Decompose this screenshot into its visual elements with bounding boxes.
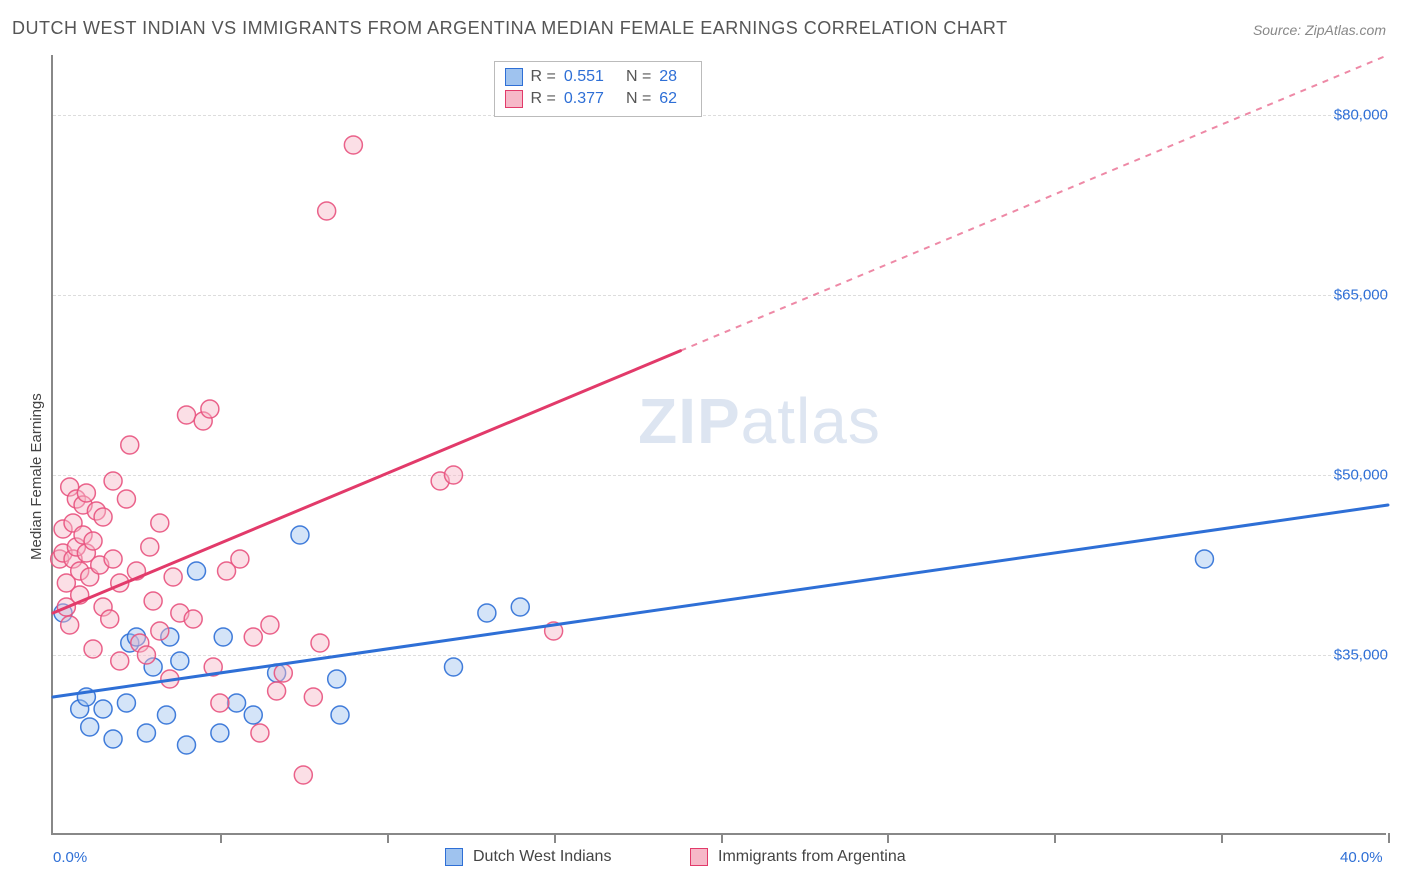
scatter-point — [84, 532, 102, 550]
scatter-point — [144, 592, 162, 610]
scatter-point — [137, 646, 155, 664]
scatter-point — [291, 526, 309, 544]
scatter-point — [445, 658, 463, 676]
x-tick — [554, 833, 556, 843]
scatter-point — [1195, 550, 1213, 568]
scatter-point — [178, 406, 196, 424]
trend-line-dashed — [680, 55, 1388, 351]
legend-top: R = 0.551 N = 28 R = 0.377 N = 62 — [494, 61, 703, 117]
scatter-point — [111, 652, 129, 670]
scatter-point — [268, 682, 286, 700]
x-tick — [887, 833, 889, 843]
scatter-point — [214, 628, 232, 646]
plot-area: ZIPatlas R =0.551N =28R =0.377N =62 — [51, 55, 1386, 835]
x-tick — [1221, 833, 1223, 843]
scatter-point — [201, 400, 219, 418]
scatter-point — [294, 766, 312, 784]
scatter-point — [117, 490, 135, 508]
scatter-point — [137, 724, 155, 742]
scatter-point — [94, 700, 112, 718]
chart-container: DUTCH WEST INDIAN VS IMMIGRANTS FROM ARG… — [0, 0, 1406, 892]
x-axis-right-label: 40.0% — [1340, 849, 1383, 866]
scatter-point — [61, 616, 79, 634]
trend-line-solid — [53, 351, 680, 613]
scatter-point — [84, 640, 102, 658]
x-axis-left-label: 0.0% — [53, 849, 87, 866]
legend-top-row: R = 0.377 N = 62 — [505, 88, 692, 110]
scatter-point — [331, 706, 349, 724]
scatter-point — [274, 664, 292, 682]
scatter-point — [261, 616, 279, 634]
scatter-point — [117, 694, 135, 712]
legend-n-label: N = — [626, 88, 651, 110]
scatter-point — [157, 706, 175, 724]
x-tick — [1054, 833, 1056, 843]
scatter-point — [244, 706, 262, 724]
legend-n-label: N = — [626, 66, 651, 88]
scatter-point — [251, 724, 269, 742]
scatter-point — [121, 436, 139, 454]
scatter-point — [478, 604, 496, 622]
source-label: Source: ZipAtlas.com — [1253, 22, 1386, 38]
y-tick-label: $35,000 — [1334, 647, 1388, 664]
scatter-point — [77, 484, 95, 502]
scatter-point — [151, 514, 169, 532]
scatter-point — [171, 652, 189, 670]
legend-swatch — [445, 848, 463, 866]
scatter-point — [344, 136, 362, 154]
legend-swatch — [505, 90, 523, 108]
scatter-point — [244, 628, 262, 646]
scatter-point — [141, 538, 159, 556]
x-tick — [1388, 833, 1390, 843]
legend-swatch — [690, 848, 708, 866]
scatter-point — [104, 730, 122, 748]
scatter-point — [104, 550, 122, 568]
scatter-point — [231, 550, 249, 568]
scatter-point — [511, 598, 529, 616]
scatter-point — [318, 202, 336, 220]
x-tick — [220, 833, 222, 843]
scatter-point — [178, 736, 196, 754]
plot-svg — [53, 55, 1386, 833]
legend-r-label: R = — [531, 66, 556, 88]
scatter-point — [104, 472, 122, 490]
legend-bottom-label: Dutch West Indians — [473, 848, 611, 866]
trend-line — [53, 505, 1388, 697]
legend-r-value: 0.551 — [564, 66, 604, 88]
legend-swatch — [505, 68, 523, 86]
y-tick-label: $50,000 — [1334, 467, 1388, 484]
scatter-point — [101, 610, 119, 628]
y-tick-label: $65,000 — [1334, 287, 1388, 304]
scatter-point — [164, 568, 182, 586]
scatter-point — [228, 694, 246, 712]
chart-title: DUTCH WEST INDIAN VS IMMIGRANTS FROM ARG… — [12, 18, 1008, 39]
legend-bottom-item: Immigrants from Argentina — [690, 848, 906, 866]
scatter-point — [188, 562, 206, 580]
scatter-point — [211, 724, 229, 742]
y-axis-label: Median Female Earnings — [28, 393, 45, 560]
scatter-point — [445, 466, 463, 484]
x-tick — [387, 833, 389, 843]
scatter-point — [151, 622, 169, 640]
scatter-point — [328, 670, 346, 688]
scatter-point — [211, 694, 229, 712]
legend-n-value: 62 — [659, 88, 677, 110]
legend-n-value: 28 — [659, 66, 677, 88]
legend-r-label: R = — [531, 88, 556, 110]
scatter-point — [304, 688, 322, 706]
legend-top-row: R = 0.551 N = 28 — [505, 66, 692, 88]
scatter-point — [184, 610, 202, 628]
x-tick — [721, 833, 723, 843]
scatter-point — [311, 634, 329, 652]
scatter-point — [81, 718, 99, 736]
scatter-point — [94, 508, 112, 526]
legend-bottom-label: Immigrants from Argentina — [718, 848, 906, 866]
y-tick-label: $80,000 — [1334, 107, 1388, 124]
legend-r-value: 0.377 — [564, 88, 604, 110]
legend-bottom-item: Dutch West Indians — [445, 848, 611, 866]
